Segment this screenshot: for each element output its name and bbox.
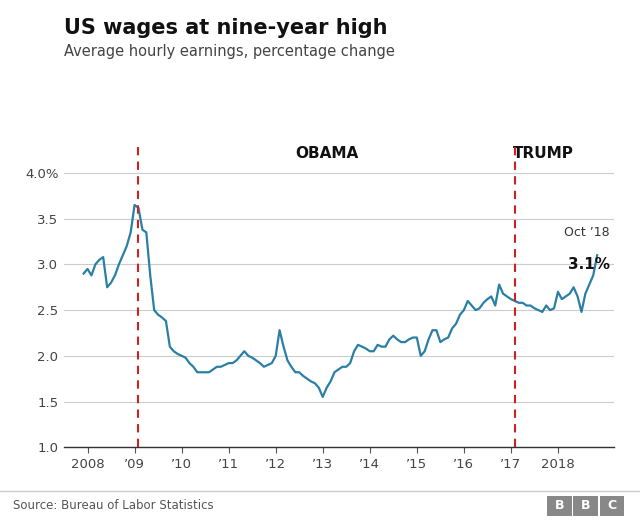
Text: Average hourly earnings, percentage change: Average hourly earnings, percentage chan… [64, 44, 395, 59]
Text: B: B [555, 499, 564, 513]
Text: Source: Bureau of Labor Statistics: Source: Bureau of Labor Statistics [13, 499, 213, 513]
Text: C: C [607, 499, 616, 513]
Text: B: B [581, 499, 590, 513]
Text: US wages at nine-year high: US wages at nine-year high [64, 18, 387, 38]
Text: Oct ’18: Oct ’18 [564, 226, 610, 239]
Text: TRUMP: TRUMP [513, 146, 573, 161]
Text: OBAMA: OBAMA [295, 146, 358, 161]
Text: 3.1%: 3.1% [568, 257, 610, 272]
